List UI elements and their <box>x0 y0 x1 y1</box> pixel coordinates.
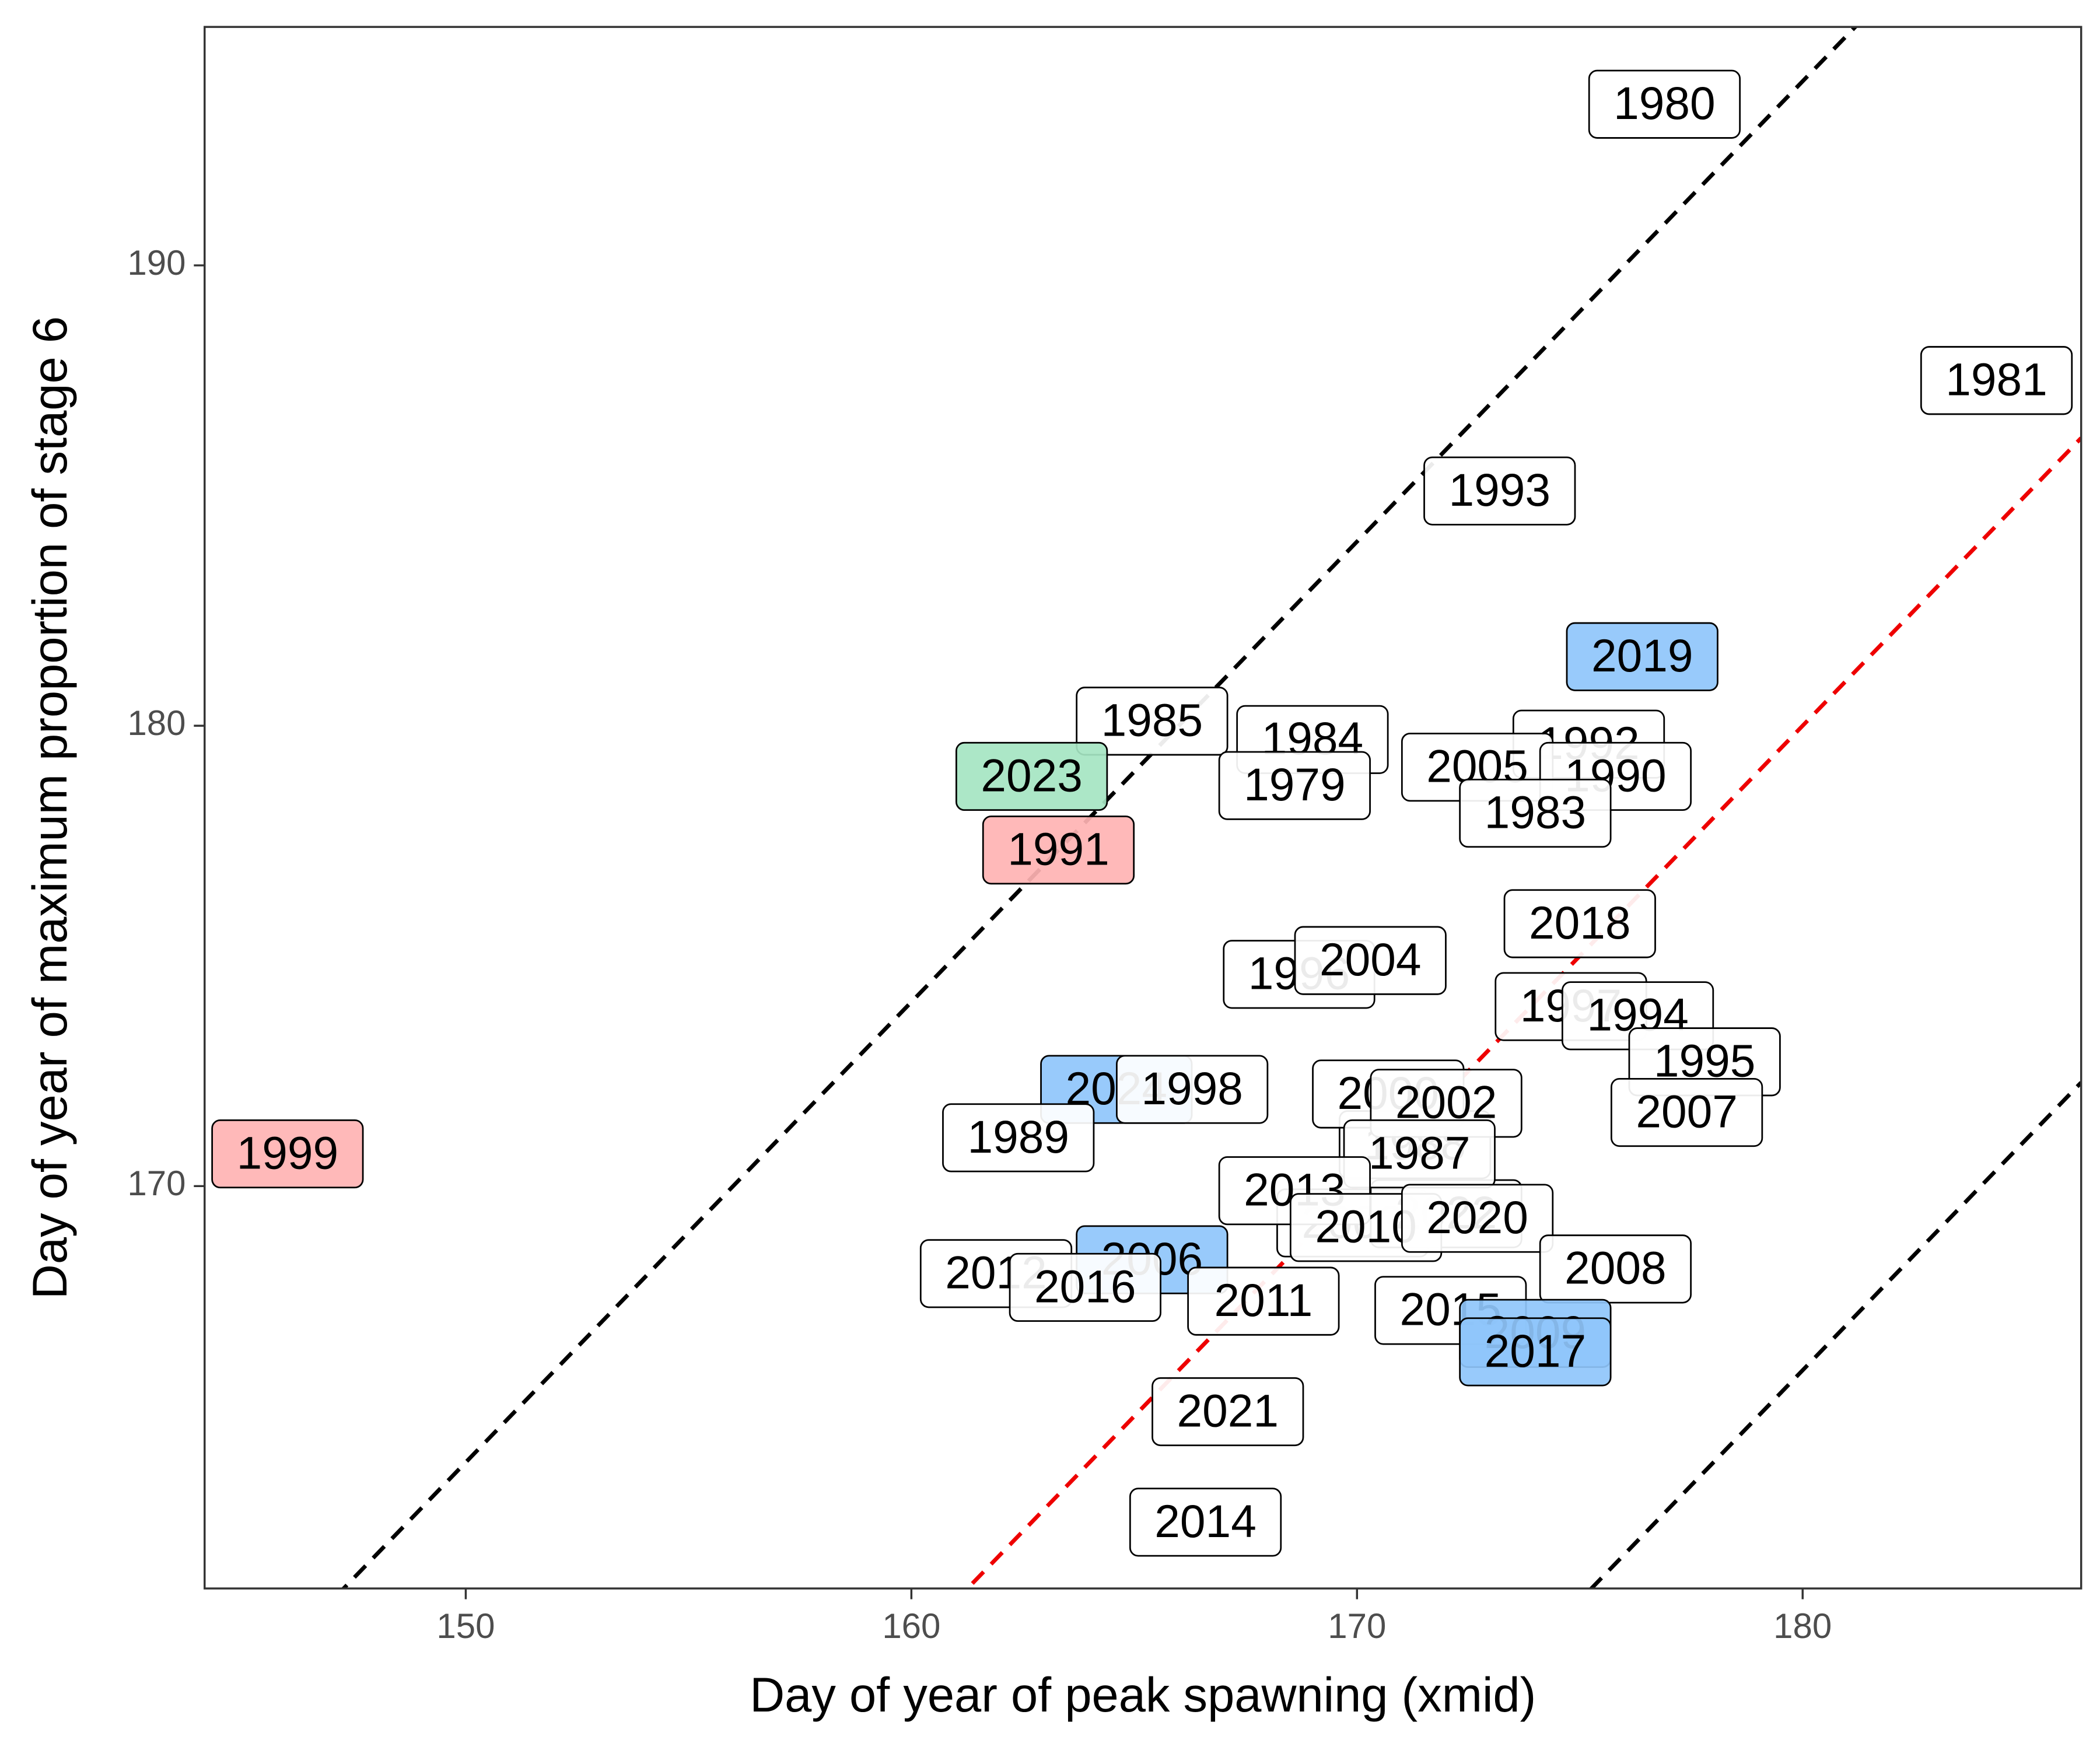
label-text: 2004 <box>1320 934 1422 985</box>
label-text: 2020 <box>1426 1192 1528 1243</box>
label-text: 2023 <box>981 750 1083 801</box>
label-box <box>956 741 1108 811</box>
label-text: 1985 <box>1101 695 1203 746</box>
point-label: 1980 <box>1588 69 1741 139</box>
label-text: 1981 <box>1945 354 2048 405</box>
label-box <box>1610 1077 1763 1147</box>
label-text: 2019 <box>1591 630 1693 681</box>
point-label: 1981 <box>1920 346 2073 415</box>
point-label: 1979 <box>1218 751 1371 820</box>
label-text: 1995 <box>1654 1035 1756 1087</box>
label-box <box>1076 687 1228 756</box>
point-label: 1987 <box>1343 1119 1496 1189</box>
point-label: 1989 <box>942 1103 1095 1172</box>
label-box <box>1218 751 1371 820</box>
label-text: 2017 <box>1485 1325 1587 1377</box>
label-text: 2011 <box>1214 1275 1313 1326</box>
label-box <box>1009 1252 1161 1322</box>
point-label: 2004 <box>1294 926 1447 995</box>
point-label: 2020 <box>1401 1184 1554 1253</box>
label-box <box>1401 1184 1554 1253</box>
label-text: 2021 <box>1177 1385 1279 1436</box>
label-text: 1983 <box>1485 786 1587 838</box>
label-box <box>1459 1317 1612 1387</box>
point-label: 2023 <box>956 741 1108 811</box>
label-text: 2014 <box>1154 1496 1256 1547</box>
x-tick-label: 180 <box>1773 1606 1832 1646</box>
label-box <box>1294 926 1447 995</box>
label-box <box>1539 1234 1692 1304</box>
label-box <box>1588 69 1741 139</box>
label-box <box>1152 1377 1304 1447</box>
label-text: 1991 <box>1007 824 1110 875</box>
x-axis-title: Day of year of peak spawning (xmid) <box>750 1668 1536 1722</box>
point-label: 2016 <box>1009 1252 1161 1322</box>
y-axis-title: Day of year of maximum proportion of sta… <box>23 316 77 1299</box>
label-text: 2016 <box>1034 1261 1136 1312</box>
reference-line <box>341 27 1859 1589</box>
point-label: 1999 <box>211 1119 364 1189</box>
label-box <box>1920 346 2073 415</box>
label-text: 1987 <box>1368 1127 1471 1178</box>
label-box <box>1187 1266 1340 1336</box>
label-text: 2008 <box>1564 1242 1667 1294</box>
label-box <box>1566 622 1718 691</box>
label-text: 1993 <box>1448 464 1550 516</box>
label-box <box>1116 1055 1269 1124</box>
point-label: 1991 <box>982 816 1135 885</box>
y-tick-label: 180 <box>127 704 186 743</box>
x-tick-label: 160 <box>882 1606 940 1646</box>
label-text: 2007 <box>1636 1086 1738 1137</box>
point-label: 1993 <box>1423 456 1576 526</box>
point-label: 2011 <box>1187 1266 1340 1336</box>
point-label: 2017 <box>1459 1317 1612 1387</box>
label-text: 2018 <box>1529 897 1631 949</box>
reference-line <box>1588 1081 2081 1589</box>
x-tick-label: 170 <box>1328 1606 1386 1646</box>
point-label: 1983 <box>1459 779 1612 848</box>
point-label: 2014 <box>1129 1488 1282 1557</box>
label-text: 1979 <box>1244 759 1346 810</box>
y-tick-label: 190 <box>127 243 186 282</box>
label-text: 2010 <box>1315 1201 1417 1252</box>
plot-area: 1988200020032022198019811993201919851984… <box>211 27 2081 1589</box>
plot-border <box>204 26 2082 1590</box>
point-label: 1985 <box>1076 687 1228 756</box>
label-text: 1999 <box>237 1127 339 1178</box>
label-box <box>1459 779 1612 848</box>
point-label: 2008 <box>1539 1234 1692 1304</box>
point-label: 1998 <box>1116 1055 1269 1124</box>
label-box <box>942 1103 1095 1172</box>
label-box <box>1423 456 1576 526</box>
label-box <box>1503 889 1656 958</box>
point-label: 2018 <box>1503 889 1656 958</box>
point-label: 2007 <box>1610 1077 1763 1147</box>
x-tick-label: 150 <box>436 1606 495 1646</box>
reference-line <box>964 436 2081 1589</box>
label-text: 1989 <box>967 1111 1069 1163</box>
label-box <box>982 816 1135 885</box>
y-tick-label: 170 <box>127 1164 186 1203</box>
label-box <box>1129 1488 1282 1557</box>
point-label: 2021 <box>1152 1377 1304 1447</box>
point-label: 2019 <box>1566 622 1718 691</box>
label-text: 1998 <box>1141 1063 1243 1114</box>
label-box <box>211 1119 364 1189</box>
label-text: 2002 <box>1395 1077 1497 1128</box>
label-text: 1980 <box>1614 78 1716 129</box>
